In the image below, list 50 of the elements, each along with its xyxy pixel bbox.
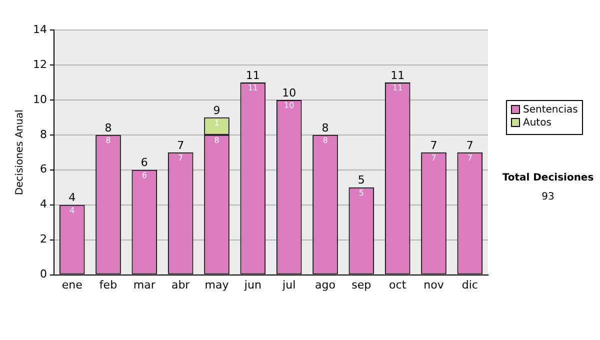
data-label: 8 [214, 136, 220, 145]
y-tick-label: 8 [40, 128, 47, 141]
data-label: 10 [284, 101, 294, 110]
data-label: 11 [392, 84, 403, 93]
data-label: 6 [142, 170, 147, 180]
data-label: 7 [178, 153, 184, 162]
x-tick-label: ago [315, 278, 336, 292]
x-tick-label: jun [243, 278, 262, 292]
total-label: 11 [390, 68, 405, 82]
data-label: 8 [106, 136, 111, 145]
total-label: 10 [282, 86, 296, 100]
x-tick-label: oct [389, 278, 407, 292]
data-label: 7 [467, 153, 472, 162]
legend-label: Autos [523, 118, 552, 129]
y-axis-title: Decisiones Anual [14, 110, 26, 196]
legend-label: Sentencias [523, 104, 578, 116]
total-label: 7 [177, 138, 184, 152]
total-label: 7 [466, 138, 474, 152]
data-label: 4 [70, 206, 75, 215]
text: 93 [542, 192, 554, 203]
total-label: 11 [246, 68, 260, 82]
x-tick-label: abr [171, 278, 190, 292]
data-label: 1 [214, 118, 220, 128]
total-label: 8 [322, 121, 329, 134]
x-tick-label: feb [99, 278, 118, 292]
y-tick-label: 0 [40, 268, 47, 281]
total-label: 5 [358, 174, 365, 187]
total-label: 7 [430, 138, 438, 152]
data-label: 8 [322, 136, 328, 145]
total-label: 4 [68, 191, 76, 204]
x-tick-label: nov [424, 278, 444, 292]
x-tick-label: may [204, 278, 230, 292]
data-label: 11 [248, 84, 258, 93]
data-label: 5 [358, 188, 364, 198]
y-tick-label: 2 [40, 232, 47, 246]
total-label: 9 [213, 104, 220, 117]
x-tick-label: ene [62, 278, 83, 292]
y-tick-label: 6 [40, 162, 47, 176]
x-tick-label: mar [133, 278, 156, 292]
x-tick-label: sep [352, 278, 372, 292]
total-label: 6 [140, 156, 148, 170]
x-tick-label: jul [282, 278, 296, 292]
x-tick-label: dic [462, 278, 478, 292]
y-tick-label: 12 [32, 58, 47, 71]
total-label: 8 [104, 121, 112, 134]
y-tick-label: 14 [32, 22, 47, 36]
y-tick-label: 10 [32, 92, 47, 106]
data-label: 7 [431, 153, 436, 162]
text: Total Decisiones [502, 172, 594, 184]
y-tick-label: 4 [40, 198, 47, 211]
